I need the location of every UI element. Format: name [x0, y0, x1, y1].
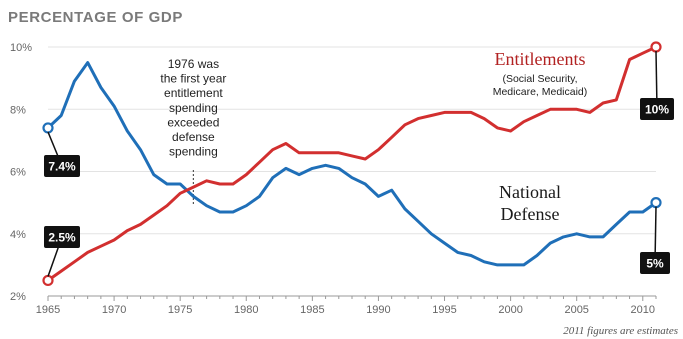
chart-title: PERCENTAGE OF GDP [8, 9, 183, 26]
x-tick-label: 2005 [564, 304, 588, 316]
x-tick-label: 1980 [234, 304, 258, 316]
series-sublabel-entitlements: (Social Security, Medicare, Medicaid) [493, 73, 588, 98]
x-tick-label: 1970 [102, 304, 126, 316]
series-labels: Entitlements (Social Security, Medicare, … [493, 49, 588, 224]
y-tick-label: 6% [10, 167, 26, 179]
x-tick-label: 2000 [498, 304, 522, 316]
annotation-text-line: spending [169, 145, 218, 159]
series-name-entitlements: Entitlements [495, 49, 586, 69]
x-tick-label: 1965 [36, 304, 60, 316]
callout-defense-end-box [640, 252, 670, 274]
callout-entitlements-start-box [44, 226, 80, 248]
endpoint-marker-end [650, 41, 662, 53]
endpoint-marker-start [42, 274, 54, 287]
endpoint-marker-start [42, 122, 54, 134]
annotation-text-line: spending [169, 101, 218, 115]
x-tick-label: 1995 [432, 304, 456, 316]
y-tick-label: 8% [10, 104, 26, 116]
x-tick-label: 2010 [631, 304, 655, 316]
annotation-text-line: the first year [160, 72, 226, 86]
annotation-text-line: 1976 was [168, 57, 219, 71]
annotation-text-line: defense [172, 130, 215, 144]
endpoint-marker-end [650, 197, 662, 209]
annotation-text-line: exceeded [167, 115, 219, 129]
series [42, 41, 662, 287]
y-axis: 2% 4% 6% 8% 10% [10, 42, 32, 303]
callout-entitlements-end-box [640, 98, 674, 120]
footnote: 2011 figures are estimates [563, 325, 678, 337]
callouts: 7.4% 2.5% 10% 5% [44, 50, 674, 277]
x-tick-label: 1975 [168, 304, 192, 316]
callout-defense-start-text: 7.4% [48, 160, 76, 174]
callout-defense-end-text: 5% [646, 257, 664, 271]
y-tick-label: 10% [10, 42, 32, 54]
series-line-entitlements [46, 45, 658, 282]
callout-entitlements-end-text: 10% [645, 103, 669, 117]
series-line-national-defense [46, 61, 658, 267]
series-name-national-defense: National Defense [499, 182, 561, 224]
callout-entitlements-start-text: 2.5% [48, 231, 76, 245]
x-tick-label: 1990 [366, 304, 390, 316]
y-tick-label: 4% [10, 229, 26, 241]
annotation-text-line: entitlement [164, 86, 223, 100]
y-tick-label: 2% [10, 291, 26, 303]
x-axis: 1965 1970 1975 1980 1985 1990 1995 2000 2005 2010 [36, 295, 657, 316]
x-tick-label: 1985 [300, 304, 324, 316]
callout-defense-start-box [44, 155, 80, 177]
